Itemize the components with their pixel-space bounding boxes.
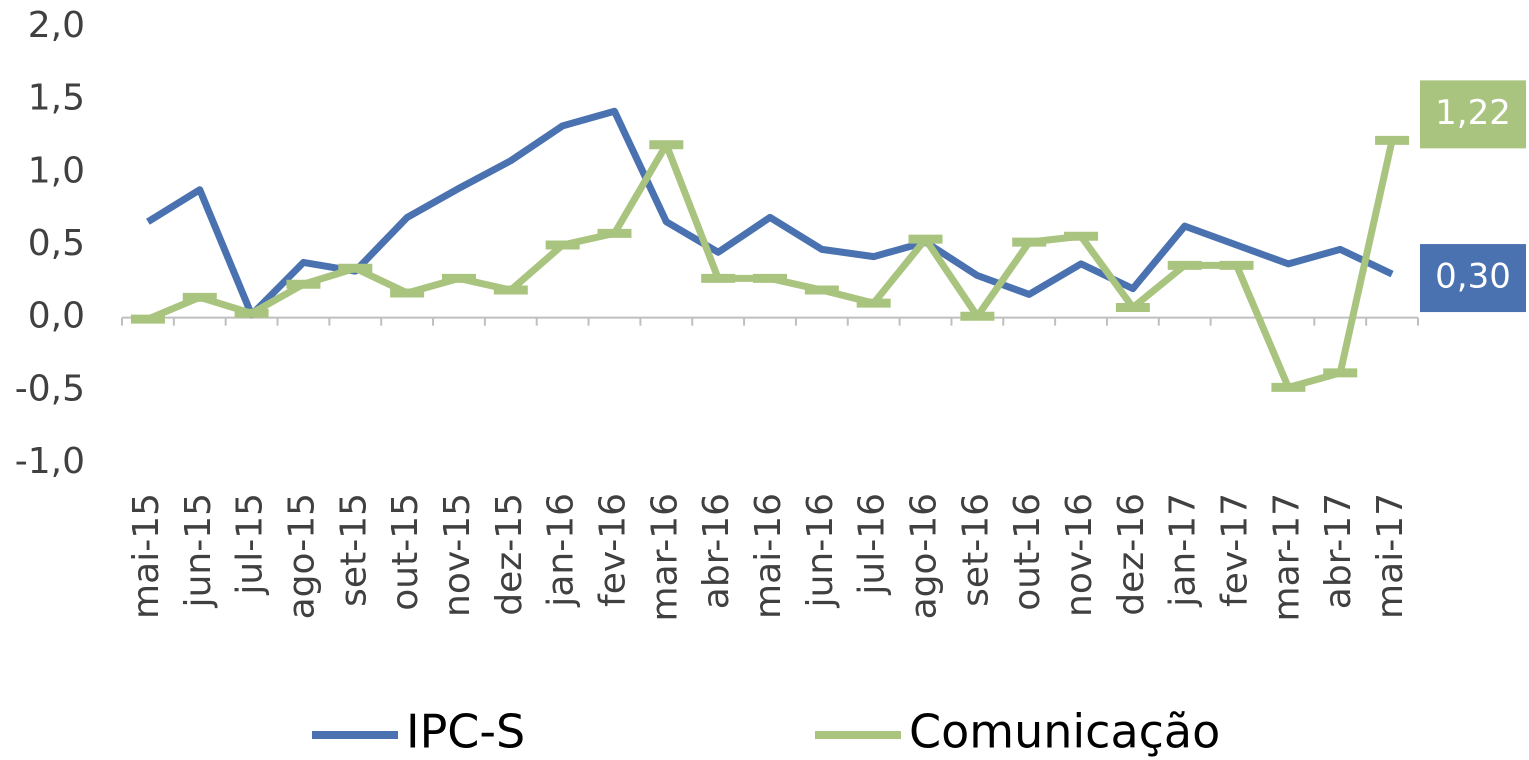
x-tick-label: abr-17: [1318, 493, 1359, 609]
y-tick-label: 0,5: [28, 223, 85, 264]
x-tick-label: jul-15: [230, 493, 271, 596]
y-tick-label: -1,0: [15, 441, 85, 482]
value-label-box: [1420, 80, 1526, 149]
value-label-box: [1420, 244, 1526, 313]
x-tick-label: set-16: [955, 493, 996, 607]
value-label: 0,30: [1435, 257, 1511, 297]
x-tick-label: abr-16: [696, 493, 737, 609]
y-tick-label: -0,5: [15, 368, 85, 409]
series-line: [146, 107, 1394, 319]
x-tick-label: jun-16: [800, 493, 841, 608]
legend-label: Comunicação: [909, 705, 1220, 759]
x-tick-label: nov-16: [1059, 493, 1100, 617]
y-tick-label: 2,0: [28, 5, 85, 46]
y-tick-label: 1,0: [28, 150, 85, 191]
x-tick-label: mai-17: [1370, 493, 1411, 619]
value-label: 1,22: [1435, 93, 1511, 133]
x-tick-label: out-16: [1007, 493, 1048, 611]
x-tick-label: dez-16: [1111, 493, 1152, 616]
x-tick-label: jan-17: [1163, 493, 1204, 608]
y-tick-label: 1,5: [28, 78, 85, 119]
x-tick-label: fev-17: [1215, 493, 1256, 607]
x-tick-label: set-15: [333, 493, 374, 607]
x-tick-label: ago-16: [904, 493, 945, 619]
x-tick-label: jan-16: [541, 493, 582, 608]
x-tick-label: nov-15: [437, 493, 478, 617]
x-tick-label: jul-16: [852, 493, 893, 596]
x-tick-label: fev-16: [592, 493, 633, 607]
legend-label: IPC-S: [406, 705, 525, 759]
x-tick-label: dez-15: [489, 493, 530, 616]
x-tick-label: jun-15: [178, 493, 219, 608]
x-tick-label: mar-17: [1266, 493, 1307, 621]
x-tick-label: out-15: [385, 493, 426, 611]
x-tick-label: mai-16: [748, 493, 789, 619]
x-tick-label: mar-16: [644, 493, 685, 621]
series-line: [146, 139, 1396, 391]
y-tick-label: 0,0: [28, 296, 85, 337]
x-tick-label: mai-15: [126, 493, 167, 619]
x-tick-label: ago-15: [281, 493, 322, 619]
